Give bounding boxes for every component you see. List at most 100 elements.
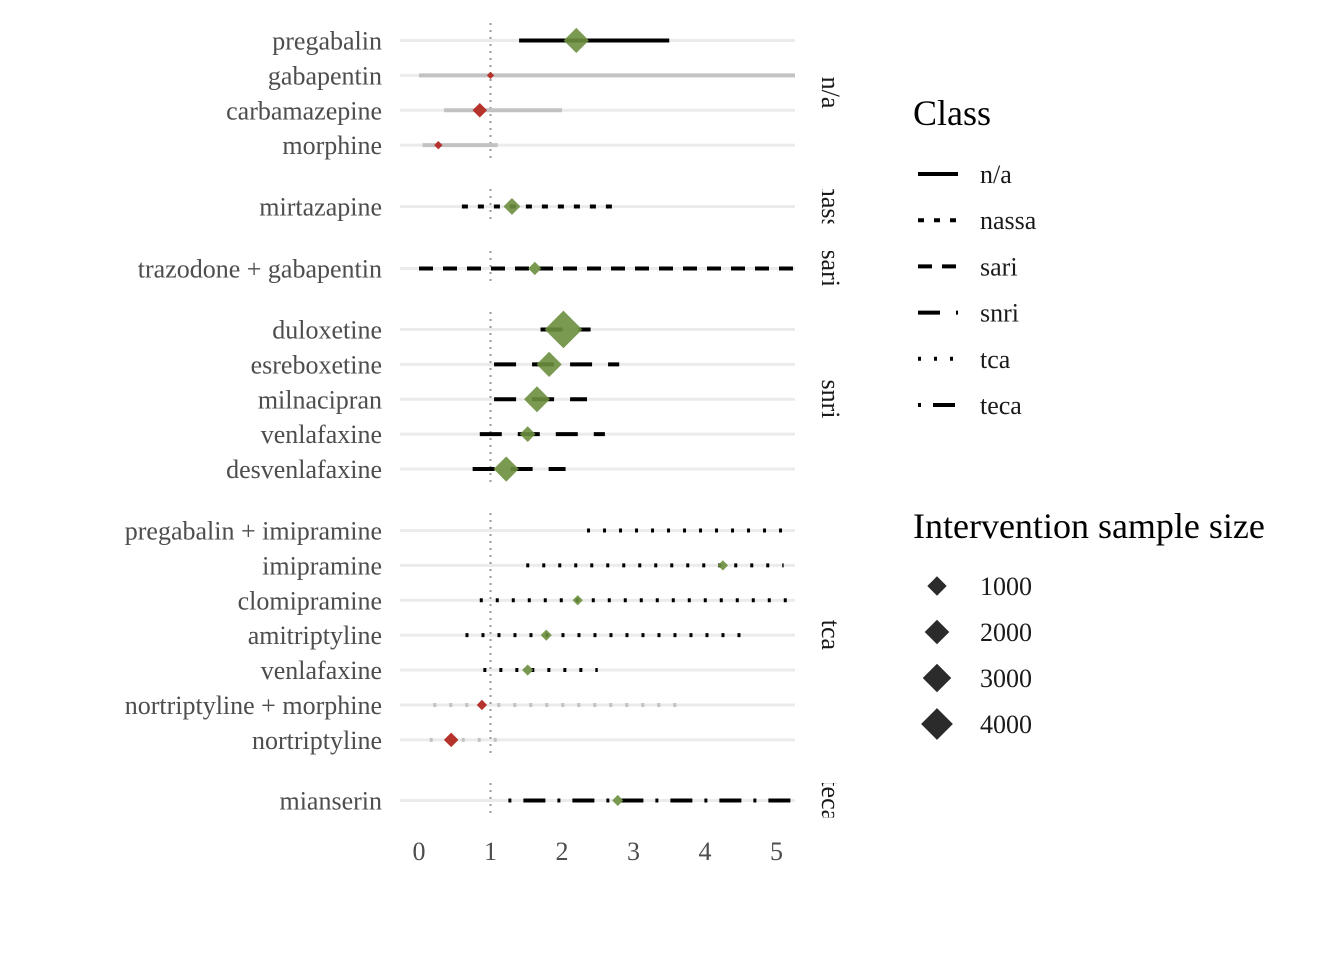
legend-label: 4000 [980, 710, 1032, 739]
row-sari-trazodone-gabapentin: trazodone + gabapentin [138, 254, 795, 283]
x-axis: 0 1 2 3 4 5 [413, 837, 784, 866]
y-tick-label: pregabalin [272, 26, 382, 55]
facet-strip-label: teca [816, 779, 845, 821]
facet-strip-label: sari [816, 249, 845, 287]
legend-size-key [922, 663, 952, 693]
point-estimate [434, 140, 443, 150]
y-tick-label: gabapentin [268, 61, 382, 90]
legend-label: snri [980, 299, 1019, 328]
panel-snri: duloxetine esreboxetine milnacipran venlafa… [226, 310, 845, 487]
y-tick-label: venlafaxine [261, 656, 382, 685]
legend-size-key [927, 576, 947, 596]
y-tick-label: clomipramine [238, 586, 382, 615]
row-tca-nortriptyline-morphine: nortriptyline + morphine [125, 691, 677, 720]
x-tick-label: 2 [556, 837, 569, 866]
legend-label: sari [980, 252, 1018, 281]
y-tick-label: morphine [282, 131, 382, 160]
point-estimate [522, 664, 534, 676]
y-tick-label: duloxetine [272, 315, 382, 344]
legend-label: tca [980, 345, 1011, 374]
y-tick-label: pregabalin + imipramine [125, 516, 382, 545]
facet-strip-label: snri [816, 380, 845, 419]
x-tick-label: 0 [413, 837, 426, 866]
point-estimate [443, 732, 459, 748]
point-estimate [572, 595, 583, 606]
row-tca-pregabalin-imipramine: pregabalin + imipramine [125, 516, 795, 545]
plot-panels: pregabalin gabapentin carbamazepine morphin… [125, 23, 845, 821]
row-n-a-pregabalin: pregabalin [272, 26, 670, 55]
row-tca-venlafaxine: venlafaxine [261, 656, 598, 685]
y-tick-label: milnacipran [258, 385, 382, 414]
strip-n-a: n/a [816, 77, 845, 109]
x-tick-label: 1 [484, 837, 497, 866]
legend-size-key [924, 619, 950, 645]
class-legend: Class n/a nassa sari snri tca teca [913, 93, 1037, 420]
strip-nassa: nass [816, 184, 845, 229]
legend-label: 1000 [980, 572, 1032, 601]
point-estimate [717, 560, 729, 571]
row-snri-desvenlafaxine: desvenlafaxine [226, 455, 566, 484]
row-n-a-carbamazepine: carbamazepine [226, 96, 562, 125]
point-estimate [563, 27, 589, 54]
strip-tca: tca [816, 620, 845, 651]
point-estimate [544, 310, 583, 349]
legend-title: Intervention sample size [913, 506, 1265, 546]
row-tca-imipramine: imipramine [262, 551, 784, 580]
panel-sari: trazodone + gabapentin sari [138, 249, 845, 287]
x-tick-label: 3 [627, 837, 640, 866]
legend-label: 3000 [980, 664, 1032, 693]
y-tick-label: nortriptyline + morphine [125, 691, 382, 720]
legend-size-key [921, 708, 953, 740]
point-estimate [524, 386, 550, 413]
legend: Class n/a nassa sari snri tca teca Intervention… [913, 93, 1265, 740]
legend-title: Class [913, 93, 991, 133]
size-legend: Intervention sample size 1000 2000 3000 4000 [913, 506, 1265, 740]
row-snri-esreboxetine: esreboxetine [251, 350, 620, 379]
panel-teca: mianserin teca [279, 779, 845, 821]
point-estimate [472, 102, 488, 118]
row-snri-milnacipran: milnacipran [258, 385, 588, 414]
row-n-a-morphine: morphine [282, 131, 498, 160]
y-tick-label: carbamazepine [226, 96, 382, 125]
legend-label: 2000 [980, 618, 1032, 647]
panel-tca: pregabalin + imipramine imipramine clomipr… [125, 513, 845, 757]
row-n-a-gabapentin: gabapentin [268, 61, 795, 90]
point-estimate [612, 794, 624, 807]
x-tick-label: 5 [770, 837, 783, 866]
point-estimate [540, 629, 552, 641]
y-tick-label: esreboxetine [251, 350, 382, 379]
panel-nassa: mirtazapine nass [259, 184, 845, 229]
strip-sari: sari [816, 249, 845, 287]
row-tca-clomipramine: clomipramine [238, 586, 795, 615]
y-tick-label: nortriptyline [252, 726, 382, 755]
point-estimate [536, 351, 562, 377]
facet-strip-label: n/a [816, 77, 845, 109]
point-estimate [476, 699, 488, 711]
facet-strip-label: nass [816, 184, 845, 229]
strip-snri: snri [816, 380, 845, 419]
point-estimate [493, 456, 519, 482]
legend-label: n/a [980, 160, 1012, 189]
x-tick-label: 4 [699, 837, 712, 866]
legend-label: nassa [980, 206, 1037, 235]
row-snri-duloxetine: duloxetine [272, 310, 591, 349]
point-estimate [486, 71, 495, 79]
row-snri-venlafaxine: venlafaxine [261, 420, 605, 449]
legend-label: teca [980, 391, 1022, 420]
y-tick-label: mirtazapine [259, 192, 382, 221]
row-teca-mianserin: mianserin [279, 786, 795, 815]
point-estimate [503, 198, 521, 215]
row-tca-nortriptyline: nortriptyline [252, 726, 509, 755]
y-tick-label: mianserin [279, 786, 382, 815]
row-nassa-mirtazapine: mirtazapine [259, 192, 616, 221]
y-tick-label: venlafaxine [261, 420, 382, 449]
point-estimate [528, 261, 542, 276]
row-tca-amitriptyline: amitriptyline [248, 621, 745, 650]
y-tick-label: imipramine [262, 551, 382, 580]
facet-strip-label: tca [816, 620, 845, 651]
panel-n-a: pregabalin gabapentin carbamazepine morphin… [226, 23, 845, 163]
y-tick-label: amitriptyline [248, 621, 382, 650]
y-tick-label: desvenlafaxine [226, 455, 382, 484]
point-estimate [519, 426, 536, 443]
